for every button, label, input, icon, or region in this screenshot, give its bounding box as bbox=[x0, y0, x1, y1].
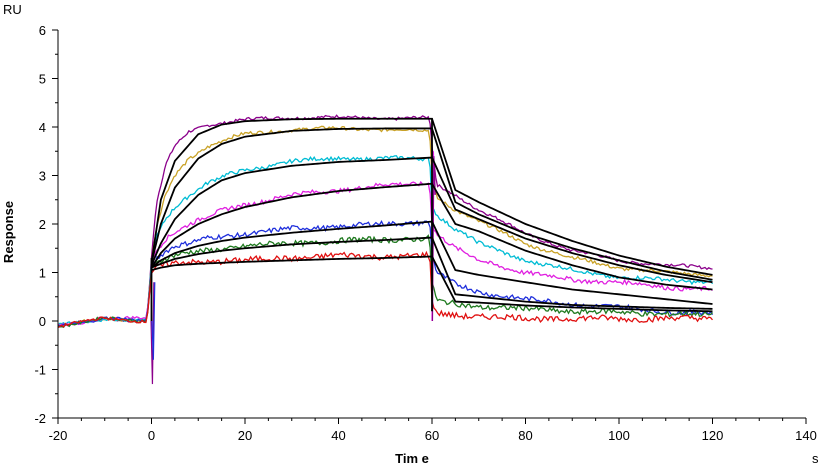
x-tick-label: 140 bbox=[795, 428, 817, 443]
x-unit-label: s bbox=[812, 451, 819, 466]
y-tick-label: 1 bbox=[39, 266, 46, 281]
x-tick-label: 40 bbox=[331, 428, 345, 443]
x-axis-ticks: -20 0 20 40 60 80 100 120 140 bbox=[49, 418, 817, 443]
y-tick-label: -1 bbox=[34, 363, 46, 378]
x-tick-label: 120 bbox=[702, 428, 724, 443]
y-tick-label: 2 bbox=[39, 217, 46, 232]
x-tick-label: 60 bbox=[425, 428, 439, 443]
injection-spike bbox=[431, 156, 436, 322]
x-tick-label: 0 bbox=[148, 428, 155, 443]
x-axis-title: Tim e bbox=[395, 451, 429, 466]
x-tick-label: 100 bbox=[608, 428, 630, 443]
axes: -2 -1 0 1 2 3 4 5 6 -20 0 20 40 60 80 100 120 140 bbox=[34, 23, 816, 443]
y-tick-label: -2 bbox=[34, 411, 46, 426]
y-tick-label: 5 bbox=[39, 72, 46, 87]
y-tick-label: 3 bbox=[39, 169, 46, 184]
series-line bbox=[57, 180, 713, 327]
injection-spike bbox=[151, 282, 156, 360]
x-tick-label: -20 bbox=[49, 428, 68, 443]
plot-area bbox=[57, 114, 714, 385]
y-axis-title: Response bbox=[1, 201, 16, 263]
y-axis-ticks: -2 -1 0 1 2 3 4 5 6 bbox=[34, 23, 58, 426]
y-tick-label: 4 bbox=[39, 120, 46, 135]
x-tick-label: 80 bbox=[518, 428, 532, 443]
y-tick-label: 6 bbox=[39, 23, 46, 38]
y-unit-label: RU bbox=[3, 2, 22, 17]
series-line bbox=[57, 114, 713, 328]
y-tick-label: 0 bbox=[39, 314, 46, 329]
injection-spike bbox=[150, 282, 155, 385]
x-tick-label: 20 bbox=[238, 428, 252, 443]
